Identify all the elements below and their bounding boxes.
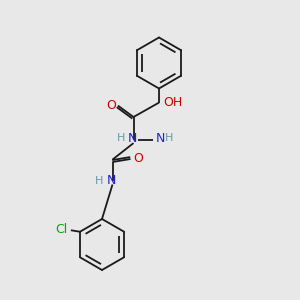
Text: H: H — [165, 133, 174, 143]
Text: O: O — [133, 152, 143, 165]
Text: N: N — [106, 174, 116, 188]
Text: Cl: Cl — [55, 223, 67, 236]
Text: N: N — [156, 131, 165, 145]
Text: H: H — [117, 133, 125, 143]
Text: N: N — [127, 131, 137, 145]
Text: H: H — [95, 176, 103, 186]
Text: OH: OH — [163, 95, 182, 109]
Text: O: O — [106, 98, 116, 112]
